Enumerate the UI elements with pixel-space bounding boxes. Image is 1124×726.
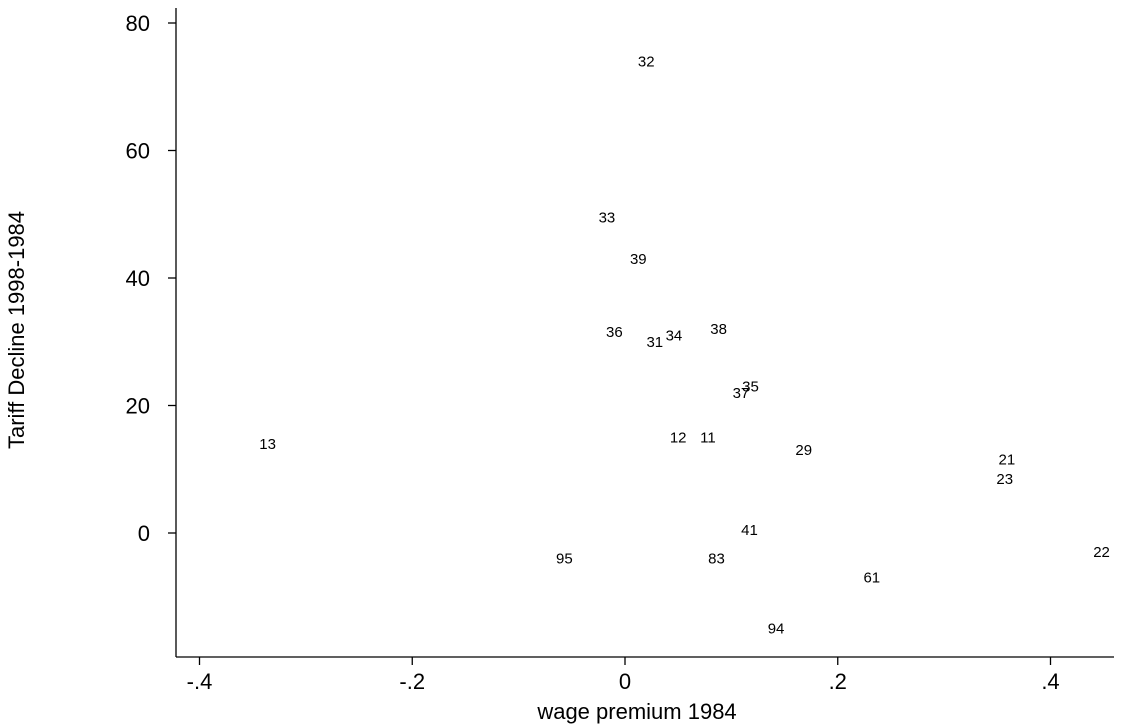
data-point-label: 94	[768, 621, 785, 638]
y-tick-label: 20	[126, 394, 150, 419]
x-ticks: -.4 -.2 0 .2 .4	[187, 657, 1060, 694]
x-tick-label: .2	[829, 669, 847, 694]
data-point-label: 31	[646, 334, 663, 351]
y-ticks: 0 20 40 60 80	[126, 11, 176, 546]
data-point-label: 39	[630, 251, 647, 268]
data-point-label: 11	[700, 429, 716, 446]
y-axis-title: Tariff Decline 1998-1984	[4, 211, 29, 449]
data-point-label: 34	[666, 327, 683, 344]
y-tick-label: 80	[126, 11, 150, 36]
data-point-label: 23	[996, 471, 1013, 488]
data-point-label: 37	[733, 385, 750, 402]
data-point-label: 61	[863, 570, 880, 587]
data-point-label: 35	[742, 378, 759, 395]
data-point-label: 21	[999, 452, 1016, 469]
x-tick-label: -.4	[187, 669, 213, 694]
data-point-label: 13	[259, 436, 276, 453]
axes	[175, 8, 1114, 658]
data-point-label: 83	[708, 551, 725, 568]
data-point-label: 29	[795, 442, 812, 459]
y-tick-label: 40	[126, 266, 150, 291]
data-point-label: 12	[670, 429, 687, 446]
x-tick-label: 0	[619, 669, 631, 694]
data-point-label: 38	[710, 321, 727, 338]
x-tick-label: .4	[1041, 669, 1059, 694]
data-point-label: 32	[638, 53, 655, 70]
data-point-label: 41	[741, 522, 758, 539]
data-point-label: 36	[606, 324, 623, 341]
data-point-label: 22	[1093, 544, 1110, 561]
x-tick-label: -.2	[399, 669, 425, 694]
y-tick-label: 0	[138, 521, 150, 546]
data-point-label: 95	[556, 551, 573, 568]
data-point-label: 33	[599, 209, 616, 226]
y-tick-label: 60	[126, 139, 150, 164]
x-axis-title: wage premium 1984	[536, 699, 736, 724]
